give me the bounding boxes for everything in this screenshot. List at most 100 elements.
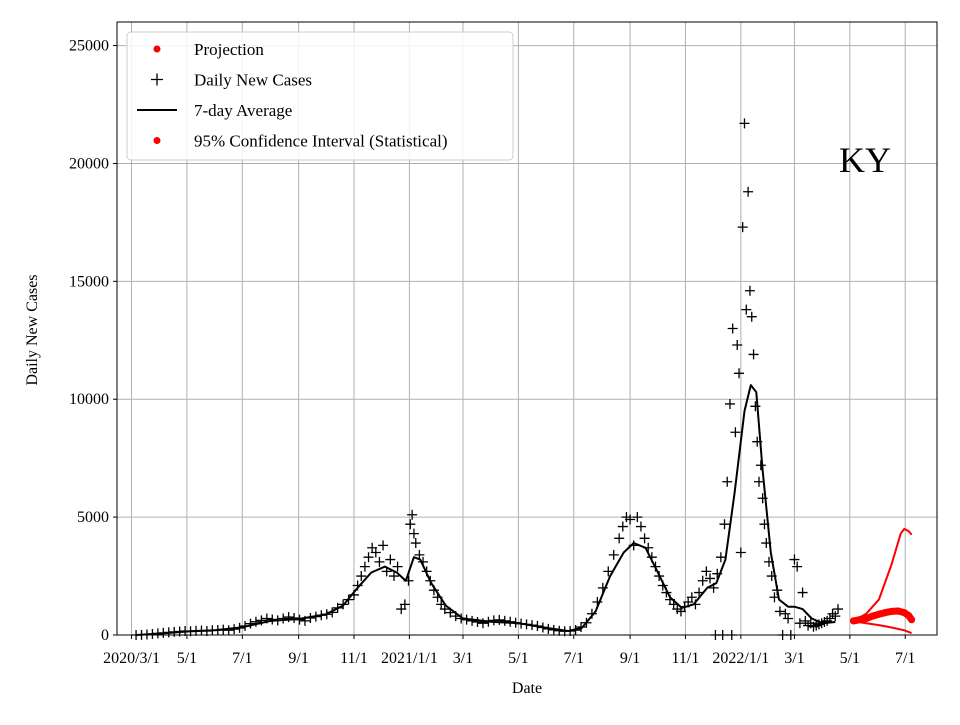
daily-case-point [267,614,278,625]
daily-case-point [704,573,715,584]
confidence-band-layer [853,527,913,635]
y-tick-label: 0 [101,627,109,644]
legend-plus-marker [151,73,163,86]
daily-case-point [405,519,416,530]
daily-case-point [374,556,385,567]
x-axis-label: Date [512,680,542,697]
x-tick-label: 2020/3/1 [103,650,160,667]
daily-case-point [359,561,370,572]
daily-case-point [370,547,381,558]
projection-point [888,607,896,615]
legend-label: Daily New Cases [194,71,312,90]
daily-case-point [639,533,650,544]
daily-case-point [735,547,746,558]
legend-items: Projection Daily New Cases 7-day Average 95… [137,40,448,151]
daily-case-point [701,566,712,577]
y-tick-label: 25000 [69,38,109,55]
daily-case-point [774,606,785,617]
daily-case-point [289,613,300,624]
daily-case-point [414,549,425,560]
plot-frame [116,21,938,636]
projection-point [869,612,877,620]
projection-layer [849,607,916,625]
x-tick-label: 5/1 [177,650,197,667]
legend-label: 7-day Average [194,101,292,120]
daily-case-point [617,521,628,532]
daily-case-point [741,304,752,315]
daily-case-point [410,538,421,549]
x-tick-label: 11/1 [672,650,700,667]
x-tick-label: 9/1 [620,650,640,667]
projection-point [856,616,864,624]
legend-entry: Projection [153,40,264,59]
daily-case-point [719,519,730,530]
daily-case-point [748,349,759,360]
confidence-lower-line [853,620,912,635]
x-tick-label: 11/1 [340,650,368,667]
daily-case-point [686,592,697,603]
daily-case-point [833,604,844,615]
daily-case-point [356,571,367,582]
daily-case-point [576,621,587,632]
projection-point [894,607,902,615]
daily-case-point [697,575,708,586]
daily-case-point [794,618,805,629]
x-tick-label: 3/1 [453,650,473,667]
x-tick-label: 7/1 [232,650,252,667]
x-tick-label: 5/1 [508,650,528,667]
daily-case-point [744,285,755,296]
daily-case-point [363,552,374,563]
daily-case-point [743,186,754,197]
daily-case-point [625,514,636,525]
daily-case-point [732,340,743,351]
x-tick-label: 2022/1/1 [712,650,769,667]
daily-case-point [797,587,808,598]
projection-point [908,616,916,624]
projection-point [849,617,857,625]
daily-case-point [603,566,614,577]
daily-case-point [830,611,841,622]
projection-point [881,609,889,617]
daily-case-point [746,311,757,322]
x-tick-label: 5/1 [840,650,860,667]
legend-entry: Daily New Cases [151,71,312,90]
daily-case-point [278,613,289,624]
daily-case-point [755,460,766,471]
y-axis-label: Daily New Cases [24,274,41,385]
daily-case-point [392,561,403,572]
daily-case-point [754,476,765,487]
seven-day-average-line [136,384,836,636]
projection-point [862,614,870,622]
y-tick-label: 10000 [69,391,109,408]
confidence-upper-line [853,527,913,622]
x-tick-label: 7/1 [564,650,584,667]
x-tick-label: 9/1 [288,650,308,667]
daily-case-point [722,476,733,487]
x-tick-label: 7/1 [895,650,915,667]
daily-case-point [739,118,750,129]
projection-point [875,610,883,618]
daily-case-point [635,521,646,532]
y-tick-label: 15000 [69,273,109,290]
daily-case-point [789,554,800,565]
y-ticks: 0 5000 10000 15000 20000 25000 [69,38,117,644]
state-annotation: KY [839,140,891,180]
daily-case-point [494,614,505,625]
daily-case-point [724,398,735,409]
legend-dot-marker [153,45,161,53]
daily-case-point [408,528,419,539]
daily-case-point [734,368,745,379]
daily-case-point [399,599,410,610]
legend-label: 95% Confidence Interval (Statistical) [194,132,448,151]
daily-case-point [727,323,738,334]
daily-case-point [750,401,761,412]
y-tick-label: 20000 [69,155,109,172]
daily-case-point [715,552,726,563]
daily-case-point [385,554,396,565]
daily-case-point [632,512,643,523]
x-tick-label: 3/1 [784,650,804,667]
legend-box [126,31,514,161]
daily-case-point [792,561,803,572]
